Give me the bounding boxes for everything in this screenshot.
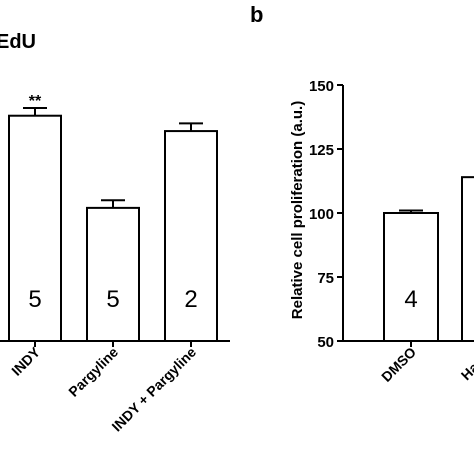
x-tick-label: INDY + Pargyline — [108, 344, 199, 435]
y-tick-label: 125 — [309, 142, 334, 159]
n-label: 5 — [106, 286, 119, 313]
bar — [8, 114, 62, 342]
bar — [383, 212, 439, 342]
y-tick-label: 100 — [309, 206, 334, 223]
x-tick-label: Pargyline — [65, 344, 121, 400]
x-tick-label: DMSO — [378, 344, 419, 385]
panel-letter: b — [250, 2, 263, 27]
panel-title: EdU — [0, 31, 36, 53]
y-tick-label: 50 — [317, 334, 334, 351]
significance: ** — [29, 93, 42, 110]
bar — [86, 206, 140, 342]
y-axis-label: Relative cell proliferation (a.u.) — [289, 101, 306, 319]
bar — [461, 176, 474, 342]
n-label: 4 — [404, 286, 417, 313]
n-label: 5 — [28, 286, 41, 313]
y-tick-label: 150 — [309, 78, 334, 95]
y-tick-label: 75 — [317, 270, 334, 287]
x-tick-label: Harmi — [458, 344, 474, 383]
n-label: 2 — [184, 286, 197, 313]
x-tick-label: INDY — [8, 343, 43, 378]
